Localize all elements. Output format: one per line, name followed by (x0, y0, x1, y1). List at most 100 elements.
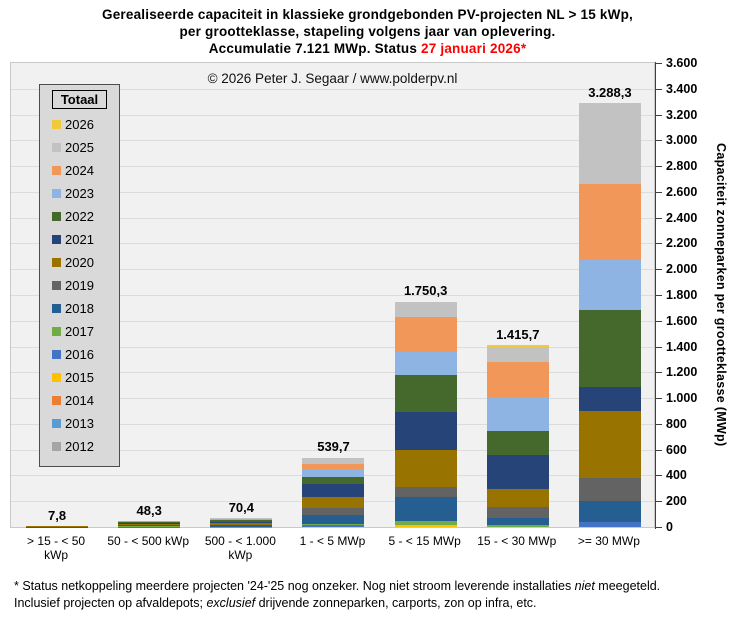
bar-segment-2025 (486, 347, 549, 363)
legend-item-label: 2021 (65, 232, 94, 247)
y-tick-mark-3000 (656, 140, 662, 142)
footnote-italic-text: niet (574, 579, 595, 593)
y-tick-label-0: 0 (666, 520, 673, 534)
bar-segment-2021 (394, 412, 457, 450)
bar-segment-2024 (394, 317, 457, 352)
legend-item-label: 2012 (65, 439, 94, 454)
legend-items: 2026 2025 2024 2023 2022 2021 2020 2019 2018 2017… (40, 113, 119, 458)
bar-segment-2017 (302, 523, 365, 526)
bar-segment-2018 (302, 515, 365, 524)
bar-segment-2019 (302, 507, 365, 516)
grid-line-1800 (11, 295, 654, 296)
total-label-2: 48,3 (136, 502, 162, 518)
total-label-5: 1.750,3 (403, 283, 448, 299)
bar-segment-2025 (394, 301, 457, 317)
bar-5: 1.750,3 (380, 283, 472, 527)
total-label-6: 1.415,7 (496, 326, 540, 342)
bar-segment-2023 (210, 519, 273, 521)
grid-line-2000 (11, 269, 654, 271)
legend-item-2012: 2012 (40, 435, 119, 458)
y-tick-mark-200 (656, 501, 662, 503)
legend-item-2016: 2016 (40, 343, 119, 366)
x-axis-label-1: > 15 - < 50 kWp (10, 534, 102, 562)
x-axis-label-line: > 15 - < 50 (27, 534, 86, 548)
y-axis-title: Capaciteit zonneparken per grootteklasse… (714, 143, 728, 447)
legend-item-label: 2020 (65, 255, 94, 270)
legend-swatch-icon (52, 189, 61, 198)
bar-segment-2023 (578, 259, 641, 311)
x-axis-label-6: 15 - < 30 MWp (471, 534, 563, 548)
bar-segment-2019 (394, 486, 457, 497)
legend-item-label: 2019 (65, 278, 94, 293)
bar-7: 3.288,3 (564, 85, 656, 527)
bar-segment-2019 (118, 524, 181, 526)
legend-item-label: 2026 (65, 117, 94, 132)
grid-line-1400 (11, 346, 654, 348)
legend-swatch-icon (52, 258, 61, 267)
legend-swatch-icon (52, 235, 61, 244)
bar-3: 70,4 (195, 500, 287, 527)
bar-segment-2024 (578, 184, 641, 260)
y-axis (655, 62, 656, 529)
legend-item-2026: 2026 (40, 113, 119, 136)
y-tick-mark-2400 (656, 217, 662, 219)
legend-item-label: 2014 (65, 393, 94, 408)
y-tick-mark-0 (656, 527, 662, 528)
bar-segment-2022 (486, 431, 549, 456)
y-tick-mark-2800 (656, 166, 662, 168)
bar-segment-2021 (578, 387, 641, 411)
legend-swatch-icon (52, 120, 61, 129)
legend-item-label: 2015 (65, 370, 94, 385)
bar-segment-2024 (210, 518, 273, 520)
y-tick-label-1800: 1.800 (666, 288, 698, 302)
bar-segment-2021 (302, 483, 365, 497)
bar-segment-2023 (486, 397, 549, 432)
bar-segment-2020 (578, 410, 641, 478)
x-axis-label-line: kWp (228, 548, 253, 562)
bar-stack-2: 48,3 (118, 503, 181, 527)
grid-line-3400 (11, 88, 654, 90)
bar-segment-2022 (394, 374, 457, 413)
bar-segment-2019 (210, 524, 273, 526)
y-tick-mark-600 (656, 449, 662, 451)
bar-segment-2020 (118, 523, 181, 525)
bar-segment-2022 (118, 522, 181, 523)
legend: Totaal 2026 2025 2024 2023 2022 2021 2020 2019 2… (39, 84, 120, 467)
x-axis-label-4: 1 - < 5 MWp (286, 534, 378, 548)
grid-line-1000 (11, 398, 654, 400)
bar-segment-2025 (302, 457, 365, 464)
bar-segment-2017 (394, 520, 457, 526)
y-tick-mark-3600 (656, 63, 662, 64)
bar-segment-2025 (210, 518, 273, 519)
y-tick-label-1600: 1.600 (666, 313, 698, 328)
legend-item-2022: 2022 (40, 205, 119, 228)
bar-2: 48,3 (103, 503, 195, 527)
total-label-4: 539,7 (317, 439, 350, 455)
legend-item-2023: 2023 (40, 182, 119, 205)
copyright-text: © 2026 Peter J. Segaar / www.polderpv.nl (207, 71, 458, 86)
bar-segment-2018 (118, 525, 181, 527)
legend-item-2025: 2025 (40, 136, 119, 159)
x-axis-label-line: 15 - < 30 MWp (477, 534, 557, 548)
y-tick-mark-2600 (656, 191, 662, 193)
grid-line-600 (11, 449, 654, 451)
y-tick-mark-2200 (656, 243, 662, 245)
x-axis-label-3: 500 - < 1.000 kWp (194, 534, 286, 562)
bar-segment-2021 (118, 522, 181, 524)
bar-segment-2024 (302, 463, 365, 470)
footnote-text: meegeteld. (594, 579, 661, 593)
legend-item-2021: 2021 (40, 228, 119, 251)
legend-item-2018: 2018 (40, 297, 119, 320)
bar-stack-3: 70,4 (210, 500, 273, 527)
x-axis-label-7: >= 30 MWp (563, 534, 655, 548)
y-tick-label-3200: 3.200 (666, 107, 698, 122)
bar-segment-2023 (394, 351, 457, 375)
x-axis-label-2: 50 - < 500 kWp (102, 534, 194, 548)
bar-segment-2021 (486, 455, 549, 489)
legend-item-2017: 2017 (40, 320, 119, 343)
grid-line-3000 (11, 140, 654, 142)
legend-swatch-icon (52, 143, 61, 152)
bar-stack-5: 1.750,3 (394, 283, 457, 527)
y-tick-mark-800 (656, 423, 662, 425)
footnote-text: Inclusief projecten op afvaldepots; (14, 596, 207, 610)
